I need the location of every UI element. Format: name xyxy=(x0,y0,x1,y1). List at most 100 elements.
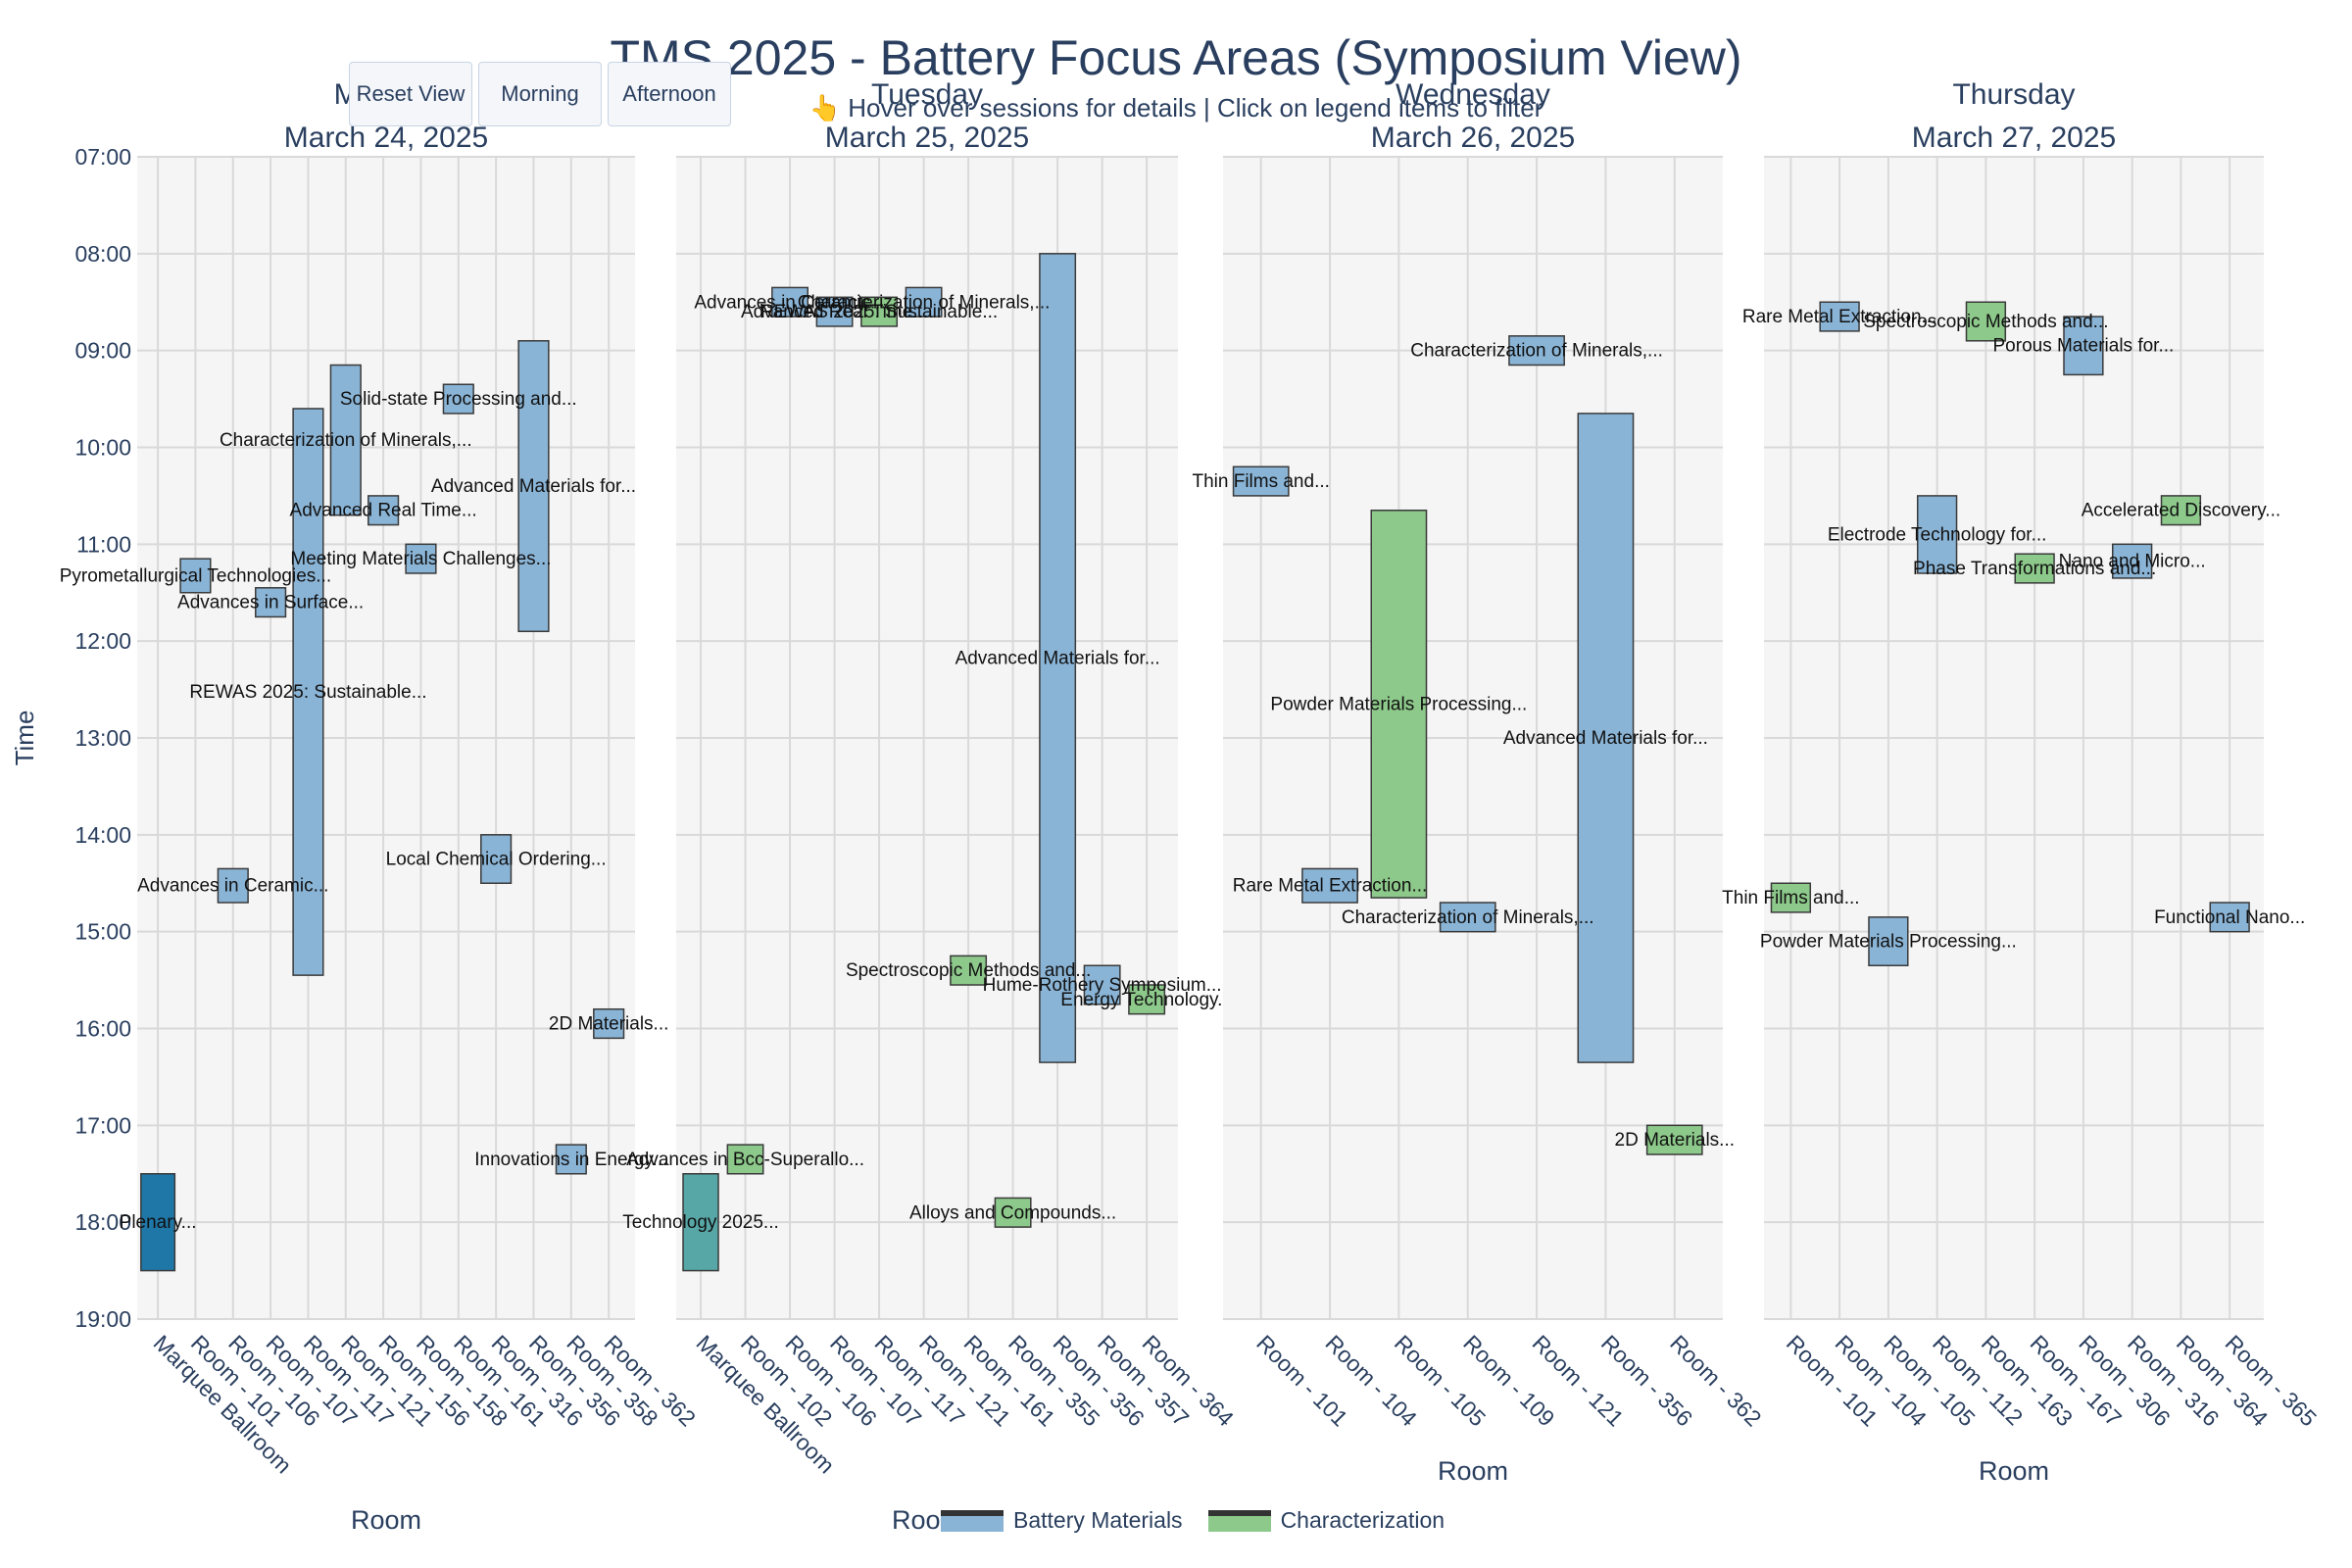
session-bar xyxy=(771,286,809,318)
y-tick-label: 14:00 xyxy=(74,822,131,848)
session-bar xyxy=(140,1173,176,1272)
x-axis-title: Room xyxy=(1438,1456,1508,1486)
session-label: 2D Materials... xyxy=(549,1014,668,1035)
legend-label-characterization: Characterization xyxy=(1280,1507,1446,1533)
session-label: Characterization of Minerals,... xyxy=(220,430,472,451)
afternoon-button[interactable]: Afternoon xyxy=(608,62,731,126)
session-label: Spectroscopic Methods and... xyxy=(1863,312,2108,332)
y-tick-label: 12:00 xyxy=(74,628,131,654)
y-tick-label: 18:00 xyxy=(74,1209,131,1235)
morning-button[interactable]: Morning xyxy=(478,62,602,126)
session-bar xyxy=(2160,495,2202,526)
panel-title-day: Wednesday xyxy=(1396,78,1550,111)
session-bar xyxy=(682,1173,719,1272)
session-bar xyxy=(1301,867,1358,904)
session-label: Spectroscopic Methods and... xyxy=(846,960,1091,981)
panel-title-date: March 27, 2025 xyxy=(1912,122,2116,154)
session-bar xyxy=(405,543,437,574)
session-label: Energy Technology... xyxy=(1060,990,1233,1010)
session-bar xyxy=(2112,543,2153,579)
legend-item-battery-materials[interactable]: Battery Materials xyxy=(941,1507,1183,1534)
session-bar xyxy=(815,296,854,327)
session-label: Phase Transformations and... xyxy=(1913,559,2156,579)
session-label: Technology 2025... xyxy=(622,1212,779,1233)
y-tick-label: 16:00 xyxy=(74,1016,131,1042)
session-bar xyxy=(905,286,943,318)
session-label: Rare Metal Extraction... xyxy=(1742,307,1937,327)
session-bar xyxy=(1232,466,1290,497)
session-label: Advanced Materials for... xyxy=(431,476,636,497)
session-bar xyxy=(517,340,550,633)
session-label: Advances in Bcc-Superallo... xyxy=(626,1150,864,1170)
session-label: Powder Materials Processing... xyxy=(1270,694,1527,714)
legend-swatch-characterization xyxy=(1207,1509,1271,1532)
panel-title-date: March 25, 2025 xyxy=(825,122,1029,154)
session-label: Pyrometallurgical Technologies... xyxy=(60,565,331,586)
session-bar xyxy=(329,364,362,516)
session-bar xyxy=(1039,253,1077,1063)
session-bar xyxy=(255,587,287,618)
session-bar xyxy=(2209,902,2250,933)
y-tick-label: 17:00 xyxy=(74,1112,131,1138)
chart-title: TMS 2025 - Battery Focus Areas (Symposiu… xyxy=(610,30,1742,85)
session-bar xyxy=(480,834,513,884)
session-label: Porous Materials for... xyxy=(1993,336,2175,357)
x-axis-title: Room xyxy=(351,1505,421,1535)
session-bar xyxy=(726,1144,764,1175)
y-tick-label: 07:00 xyxy=(74,144,131,170)
session-bar xyxy=(1645,1124,1703,1155)
session-label: Thin Films and... xyxy=(1722,888,1859,908)
session-label: Local Chemical Ordering... xyxy=(386,850,607,870)
session-bar xyxy=(1577,413,1635,1063)
session-bar xyxy=(292,408,324,976)
legend-swatch-battery xyxy=(941,1509,1004,1532)
session-label: Characterization of Minerals,... xyxy=(798,292,1051,313)
session-bar xyxy=(1083,964,1121,1005)
panel-title-day: Tuesday xyxy=(871,78,983,111)
session-label: Powder Materials Processing... xyxy=(1760,932,2017,953)
session-bar xyxy=(2014,553,2055,584)
session-bar xyxy=(1965,301,2007,342)
reset-view-button[interactable]: Reset View xyxy=(349,62,472,126)
y-tick-label: 19:00 xyxy=(74,1306,131,1332)
x-axis-title: Room xyxy=(1979,1456,2049,1486)
panel-title-date: March 26, 2025 xyxy=(1371,122,1575,154)
y-tick-label: 09:00 xyxy=(74,338,131,364)
session-label: Innovations in Energy... xyxy=(474,1150,667,1170)
session-bar xyxy=(368,495,400,526)
y-tick-label: 08:00 xyxy=(74,241,131,267)
y-tick-label: 11:00 xyxy=(76,531,131,557)
session-label: REWAS 2025: Sustainable... xyxy=(189,682,426,703)
legend-item-characterization[interactable]: Characterization xyxy=(1207,1507,1446,1534)
session-label: Meeting Materials Challenges... xyxy=(290,549,551,569)
y-tick-label: 13:00 xyxy=(74,725,131,751)
session-label: 2D Materials... xyxy=(1615,1130,1735,1151)
legend-label-battery: Battery Materials xyxy=(1013,1507,1183,1533)
view-buttons: Reset View Morning Afternoon xyxy=(349,62,737,126)
session-bar xyxy=(1819,301,1860,332)
y-tick-label: 10:00 xyxy=(74,435,131,461)
session-bar xyxy=(950,955,988,986)
session-label: Advanced Materials for... xyxy=(1503,728,1708,749)
panel-title-day: Thursday xyxy=(1952,78,2075,111)
session-bar xyxy=(217,867,249,904)
session-label: Advanced Materials for... xyxy=(956,648,1160,668)
session-bar xyxy=(1370,509,1428,899)
session-label: Advances in Ceramic... xyxy=(694,292,885,313)
session-label: Advances in Ceramic... xyxy=(137,876,328,897)
session-label: Advances in Surface... xyxy=(177,593,364,613)
legend: Battery Materials Characterization xyxy=(941,1507,1470,1534)
chart-subtitle: 👆 Hover over sessions for details | Clic… xyxy=(808,93,1544,122)
session-label: Advanced Real Time... xyxy=(290,501,477,521)
session-label: Characterization of Minerals,... xyxy=(1342,907,1594,928)
session-bar xyxy=(1439,902,1496,933)
session-label: Plenary... xyxy=(120,1212,197,1233)
session-bar xyxy=(179,558,212,594)
session-label: Functional Nano... xyxy=(2154,907,2305,928)
session-label: Hume-Rothery Symposium... xyxy=(983,975,1222,996)
session-label: Thin Films and... xyxy=(1192,471,1329,492)
